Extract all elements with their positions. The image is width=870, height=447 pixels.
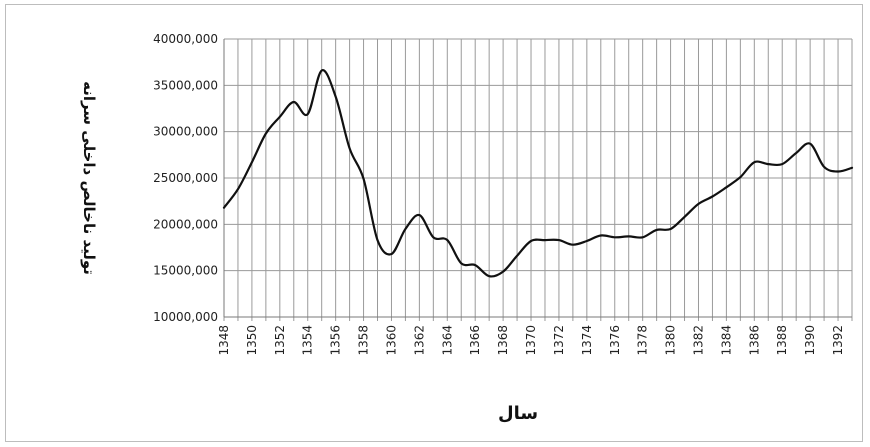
y-tick-label: 30000,000 xyxy=(153,125,218,139)
x-tick-label: 1354 xyxy=(301,325,315,356)
x-tick-label: 1378 xyxy=(636,325,650,356)
x-tick-label: 1376 xyxy=(608,325,622,356)
x-tick-label: 1384 xyxy=(719,325,733,356)
y-tick-label: 15000,000 xyxy=(153,264,218,278)
y-tick-label: 10000,000 xyxy=(153,310,218,324)
series-line xyxy=(222,69,854,278)
x-tick-label: 1358 xyxy=(357,325,371,356)
x-axis-ticks: 1348 1350 1352 1354 1356 1358 1360 1362 1364 1366… xyxy=(217,325,845,356)
x-tick-label: 1388 xyxy=(775,325,789,356)
x-tick-label: 1368 xyxy=(496,325,510,356)
y-axis-ticks: 10000,000 15000,000 20000,000 25000,000 3000… xyxy=(153,32,218,324)
x-tick-label: 1386 xyxy=(747,325,761,356)
x-tick-label: 1350 xyxy=(245,325,259,356)
x-axis-label: سال xyxy=(498,403,538,424)
y-tick-label: 40000,000 xyxy=(153,32,218,46)
chart-frame: 10000,000 15000,000 20000,000 25000,000 3000… xyxy=(5,4,863,442)
x-tick-label: 1392 xyxy=(831,325,845,356)
x-tick-label: 1352 xyxy=(273,325,287,356)
x-tick-label: 1360 xyxy=(384,325,398,356)
y-tick-label: 20000,000 xyxy=(153,217,218,231)
x-tick-label: 1372 xyxy=(552,325,566,356)
x-tick-label: 1370 xyxy=(524,325,538,356)
x-tick-label: 1390 xyxy=(803,325,817,356)
y-tick-label: 25000,000 xyxy=(153,171,218,185)
x-tick-label: 1374 xyxy=(580,325,594,356)
y-axis-label: تولید ناخالص داخلی سرانه xyxy=(80,81,98,275)
x-tick-label: 1356 xyxy=(329,325,343,356)
x-tick-label: 1382 xyxy=(691,325,705,356)
x-tick-label: 1380 xyxy=(664,325,678,356)
x-tick-label: 1366 xyxy=(468,325,482,356)
line-chart: 10000,000 15000,000 20000,000 25000,000 3000… xyxy=(80,32,854,424)
x-tick-label: 1348 xyxy=(217,325,231,356)
x-tick-label: 1362 xyxy=(412,325,426,356)
x-tick-label: 1364 xyxy=(440,325,454,356)
y-tick-label: 35000,000 xyxy=(153,78,218,92)
grid-lines xyxy=(223,38,853,321)
